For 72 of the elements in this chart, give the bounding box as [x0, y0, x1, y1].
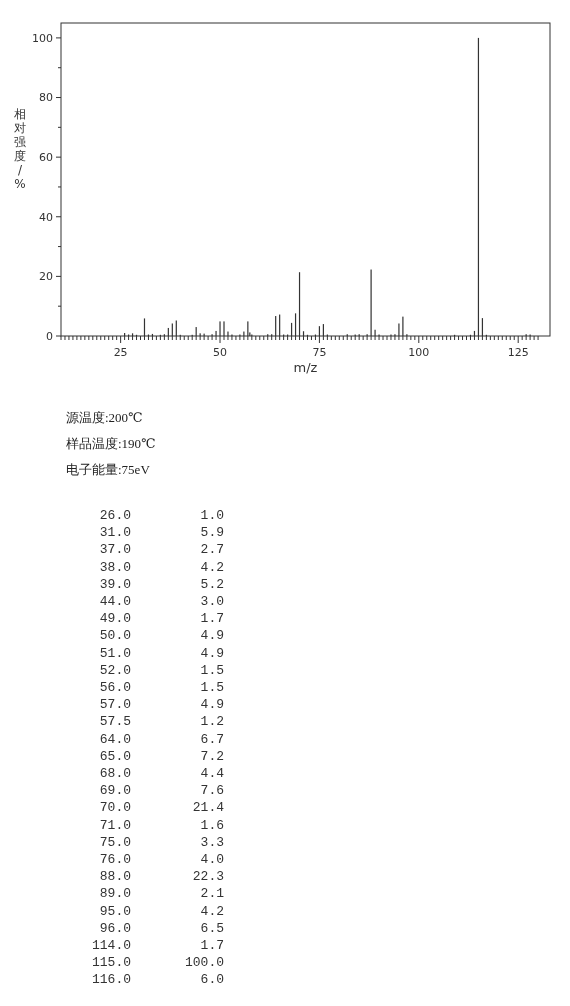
category-label: 49.0 — [99, 611, 131, 627]
text: 电子能量:75eV — [66, 462, 151, 477]
x-tick-label: 25 — [113, 346, 128, 359]
y-axis-title: 相对强度/% — [14, 107, 26, 191]
text: 1.5 — [200, 680, 224, 695]
text: 4.9 — [200, 697, 224, 713]
text: 5.2 — [200, 576, 224, 592]
x-axis-title: m/z — [293, 360, 318, 375]
text: 4.2 — [200, 903, 224, 919]
text: 2.1 — [200, 886, 224, 902]
text: 4.2 — [200, 559, 224, 575]
text: 4.0 — [200, 852, 224, 867]
text: 22.3 — [192, 869, 224, 885]
category-label: 88.0 — [99, 869, 131, 885]
x-tick-label: 100 — [408, 346, 430, 359]
category-label: 68.0 — [99, 766, 131, 781]
text: 2.7 — [200, 542, 224, 558]
category-label: 89.0 — [99, 886, 131, 902]
text: 3.0 — [200, 594, 224, 609]
category-label: 38.0 — [99, 559, 131, 575]
category-label: 71.0 — [99, 817, 131, 833]
category-label: 50.0 — [99, 628, 131, 644]
category-label: 31.0 — [99, 525, 131, 541]
category-label: 44.0 — [99, 594, 131, 609]
text: 源温度:200℃ — [66, 410, 143, 425]
text: 7.2 — [200, 748, 224, 764]
x-tick-label: 75 — [312, 346, 327, 359]
text: 3.3 — [200, 834, 224, 850]
text: 6.5 — [200, 920, 224, 936]
text: 1.0 — [200, 508, 224, 523]
x-tick-label: 50 — [213, 346, 228, 359]
category-label: 70.0 — [99, 800, 131, 816]
category-label: 57.5 — [99, 714, 131, 730]
category-label: 65.0 — [99, 748, 131, 764]
text: 4.4 — [200, 766, 224, 781]
text: 5.9 — [200, 525, 224, 541]
category-label: 52.0 — [99, 662, 131, 678]
category-label: 116.0 — [91, 972, 131, 988]
text: 样品温度:190℃ — [66, 436, 156, 451]
category-label: 69.0 — [99, 783, 131, 799]
category-label: 76.0 — [99, 852, 131, 867]
y-tick-label: 20 — [39, 270, 53, 284]
text: 1.6 — [200, 817, 224, 833]
category-label: 37.0 — [99, 542, 131, 558]
text: 6.7 — [200, 731, 224, 747]
text: 1.2 — [200, 714, 224, 730]
category-label: 57.0 — [99, 697, 131, 713]
x-tick-label: 125 — [507, 346, 529, 359]
category-label: 64.0 — [99, 731, 131, 747]
text: 1.5 — [200, 662, 224, 678]
text: 21.4 — [192, 800, 224, 816]
category-label: 39.0 — [99, 576, 131, 592]
text: 4.9 — [200, 628, 224, 644]
category-label: 95.0 — [99, 903, 131, 919]
text: 1.7 — [200, 611, 224, 627]
text: 100.0 — [184, 955, 224, 971]
category-label: 51.0 — [99, 645, 131, 661]
y-tick-label: 0 — [46, 329, 53, 343]
text: 7.6 — [200, 783, 224, 799]
y-tick-label: 60 — [39, 150, 53, 164]
text: 4.9 — [200, 645, 224, 661]
y-tick-label: 40 — [39, 210, 53, 224]
category-label: 96.0 — [99, 920, 131, 936]
text: 1.7 — [200, 938, 224, 953]
text: 6.0 — [200, 972, 224, 988]
category-label: 75.0 — [99, 834, 131, 850]
category-label: 114.0 — [91, 938, 131, 953]
y-tick-label: 100 — [32, 31, 53, 45]
category-label: 26.0 — [99, 508, 131, 523]
category-label: 115.0 — [91, 955, 131, 971]
category-label: 56.0 — [99, 680, 131, 695]
y-tick-label: 80 — [39, 91, 53, 105]
